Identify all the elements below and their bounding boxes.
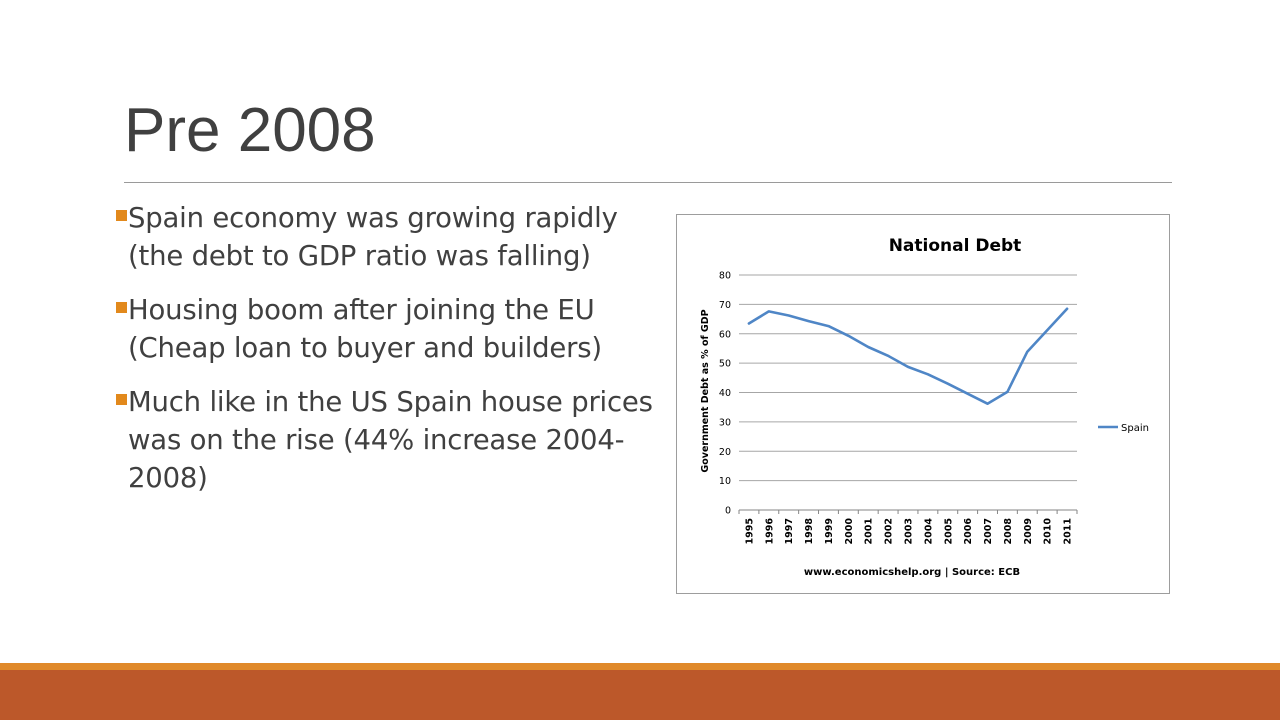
legend: Spain: [1098, 423, 1149, 434]
bullet-text: Spain economy was growing rapidly (the d…: [128, 202, 618, 272]
bullet-square-icon: [116, 210, 127, 221]
x-tick-label-2010: 2010: [1043, 518, 1054, 545]
x-tick-label-2008: 2008: [1003, 518, 1014, 545]
footer-bar: [0, 670, 1280, 720]
national-debt-chart: National Debt 0 10 20 30 40 50 60 70 80 1995 1996…: [676, 214, 1170, 594]
x-tick-label-2009: 2009: [1023, 518, 1034, 544]
y-tick-label-0: 0: [725, 506, 731, 517]
x-tick-label-1997: 1997: [784, 518, 795, 544]
series-line-spain: [747, 307, 1069, 405]
x-tick-label-2001: 2001: [864, 518, 875, 544]
bullet-item: Spain economy was growing rapidly (the d…: [116, 199, 656, 275]
footer-accent-stripe: [0, 663, 1280, 670]
x-tick-label-1996: 1996: [764, 518, 775, 545]
x-tick-label-1999: 1999: [824, 518, 835, 544]
bullet-text: Much like in the US Spain house prices w…: [128, 386, 653, 494]
y-tick-label-20: 20: [719, 447, 731, 458]
y-tick-label-50: 50: [719, 359, 731, 370]
x-tick-label-2003: 2003: [904, 518, 915, 544]
x-tick-label-2007: 2007: [983, 518, 994, 544]
y-tick-labels: 0 10 20 30 40 50 60 70 80: [719, 271, 731, 517]
bullet-text: Housing boom after joining the EU (Cheap…: [128, 294, 602, 364]
grid-lines: [739, 274, 1077, 511]
legend-label-spain: Spain: [1121, 423, 1149, 434]
x-tick-label-1998: 1998: [804, 518, 815, 545]
x-axis-label: www.economicshelp.org | Source: ECB: [804, 567, 1020, 578]
bullet-item: Much like in the US Spain house prices w…: [116, 383, 656, 497]
y-tick-label-10: 10: [719, 476, 731, 487]
bullet-item: Housing boom after joining the EU (Cheap…: [116, 291, 656, 367]
series-lines: [747, 307, 1069, 405]
x-tick-label-2000: 2000: [844, 518, 855, 545]
slide-title: Pre 2008: [124, 96, 376, 165]
chart-svg: National Debt 0 10 20 30 40 50 60 70 80 1995 1996…: [700, 236, 1149, 578]
x-tick-label-1995: 1995: [744, 518, 755, 544]
y-tick-label-80: 80: [719, 271, 731, 282]
bullet-list: Spain economy was growing rapidly (the d…: [116, 199, 656, 513]
x-tick-label-2011: 2011: [1063, 518, 1074, 544]
x-tick-labels: 1995 1996 1997 1998 1999 2000 2001 2002 2003 2004…: [738, 510, 1078, 545]
x-tick-label-2002: 2002: [884, 518, 895, 544]
title-divider: [124, 182, 1172, 183]
y-tick-label-40: 40: [719, 388, 731, 399]
x-tick-label-2004: 2004: [923, 518, 934, 545]
bullet-square-icon: [116, 394, 127, 405]
bullet-square-icon: [116, 302, 127, 313]
y-tick-label-70: 70: [719, 300, 731, 311]
chart-title: National Debt: [889, 236, 1022, 256]
y-tick-label-30: 30: [719, 417, 731, 428]
x-tick-label-2006: 2006: [963, 518, 974, 545]
x-tick-label-2005: 2005: [943, 518, 954, 544]
y-tick-label-60: 60: [719, 329, 731, 340]
y-axis-label: Government Debt as % of GDP: [700, 309, 711, 472]
